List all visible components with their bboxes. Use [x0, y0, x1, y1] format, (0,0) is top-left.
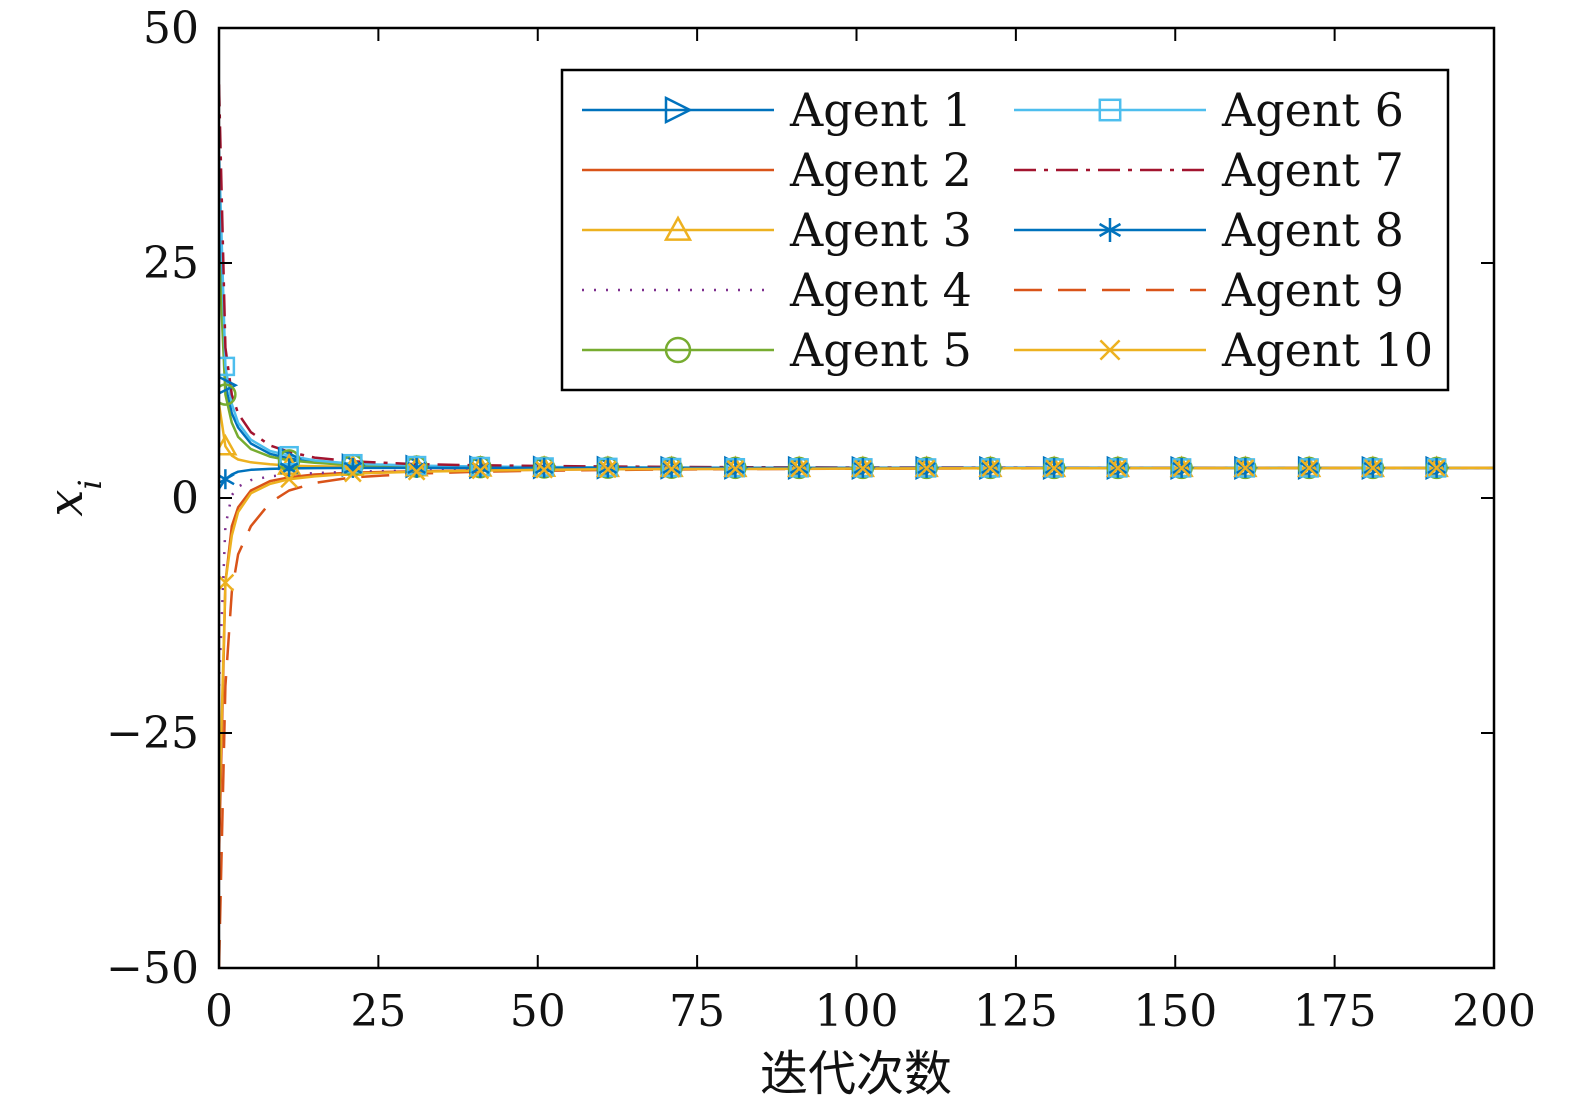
marker-circle: [664, 336, 692, 364]
marker-x: [726, 459, 745, 478]
legend-entry: Agent 7: [1014, 143, 1404, 197]
marker-triangle-up: [219, 433, 238, 456]
marker-x: [598, 460, 617, 479]
marker-x: [917, 459, 936, 478]
marker-x: [1099, 339, 1121, 361]
marker-x: [1363, 459, 1382, 477]
marker-asterisk: [1098, 218, 1122, 242]
marker-x: [1427, 459, 1446, 477]
legend-label: Agent 6: [1221, 83, 1404, 137]
marker-square: [1098, 98, 1122, 122]
legend-label: Agent 5: [789, 323, 972, 377]
legend-label: Agent 8: [1221, 203, 1404, 257]
y-tick-label: 0: [171, 473, 199, 524]
marker-x: [407, 462, 426, 481]
legend: Agent 1 Agent 2 Agent 3 Agent 4 Agent 5 Agent…: [560, 68, 1450, 392]
legend-entry: Agent 3: [582, 203, 972, 257]
x-tick-label: 25: [350, 986, 406, 1037]
marker-x: [662, 460, 681, 478]
marker-triangle-up: [663, 215, 693, 241]
marker-x: [535, 460, 554, 479]
marker-x: [343, 464, 362, 483]
legend-entry: Agent 1: [582, 83, 972, 137]
x-tick-labels: 0 25 50 75 100 125 150 175 200: [205, 986, 1536, 1037]
y-tick-label: 25: [143, 238, 199, 289]
legend-entry: Agent 8: [1014, 203, 1404, 257]
marker-circle: [219, 383, 237, 406]
marker-x: [280, 470, 299, 489]
x-tick-label: 75: [669, 986, 725, 1037]
x-tick-label: 200: [1452, 986, 1536, 1037]
x-tick-label: 175: [1293, 986, 1377, 1037]
marker-x: [853, 459, 872, 478]
marker-x: [1172, 459, 1191, 477]
y-tick-label: 50: [143, 3, 199, 54]
marker-x: [790, 459, 809, 478]
legend-entry: Agent 2: [582, 143, 972, 197]
marker-x: [981, 459, 1000, 478]
y-tick-label: −25: [106, 708, 199, 759]
legend-entry: Agent 9: [1014, 263, 1404, 317]
legend-entry: Agent 4: [582, 263, 972, 317]
legend-entry: Agent 5: [582, 323, 972, 377]
x-tick-label: 50: [510, 986, 566, 1037]
x-tick-label: 150: [1133, 986, 1217, 1037]
y-tick-labels: −50 −25 0 25 50: [106, 3, 199, 994]
marker-square: [219, 356, 236, 377]
y-axis-title: xi: [38, 479, 109, 516]
y-tick-label: −50: [106, 943, 199, 994]
legend-label: Agent 1: [789, 83, 972, 137]
tick-layer: [218, 27, 1495, 969]
legend-label: Agent 9: [1221, 263, 1404, 317]
legend-label: Agent 3: [789, 203, 972, 257]
marker-x: [471, 461, 490, 480]
legend-entry: Agent 6: [1014, 83, 1404, 137]
x-tick-label: 100: [815, 986, 899, 1037]
legend-label: Agent 4: [789, 263, 972, 317]
legend-label: Agent 2: [789, 143, 972, 197]
marker-triangle-right: [664, 95, 693, 125]
marker-x: [1108, 459, 1127, 477]
x-tick-label: 0: [205, 986, 233, 1037]
marker-x: [1045, 459, 1064, 478]
marker-layer: [219, 356, 1450, 592]
legend-label: Agent 7: [1221, 143, 1404, 197]
x-tick-label: 125: [974, 986, 1058, 1037]
legend-entry: Agent 10: [1014, 323, 1433, 377]
marker-x: [1300, 459, 1319, 477]
legend-label: Agent 10: [1221, 323, 1433, 377]
marker-triangle-right: [219, 375, 239, 395]
x-axis-title: 迭代次数: [760, 1046, 952, 1102]
marker-x: [1236, 459, 1255, 477]
